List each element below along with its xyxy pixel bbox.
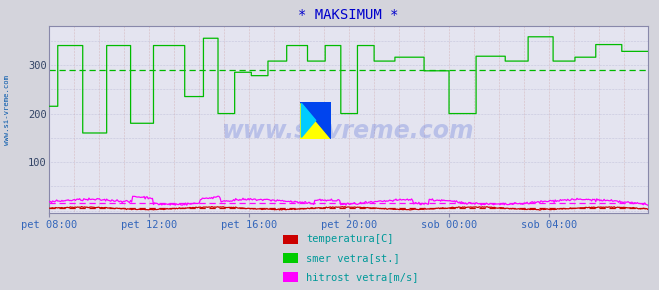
Polygon shape [301,103,316,137]
Title: * MAKSIMUM *: * MAKSIMUM * [299,8,399,22]
Polygon shape [300,102,331,139]
Text: temperatura[C]: temperatura[C] [306,234,394,244]
Text: www.si-vreme.com: www.si-vreme.com [3,75,10,145]
Text: www.si-vreme.com: www.si-vreme.com [222,119,475,143]
Polygon shape [300,102,331,139]
Text: smer vetra[st.]: smer vetra[st.] [306,253,400,263]
Text: hitrost vetra[m/s]: hitrost vetra[m/s] [306,272,419,282]
